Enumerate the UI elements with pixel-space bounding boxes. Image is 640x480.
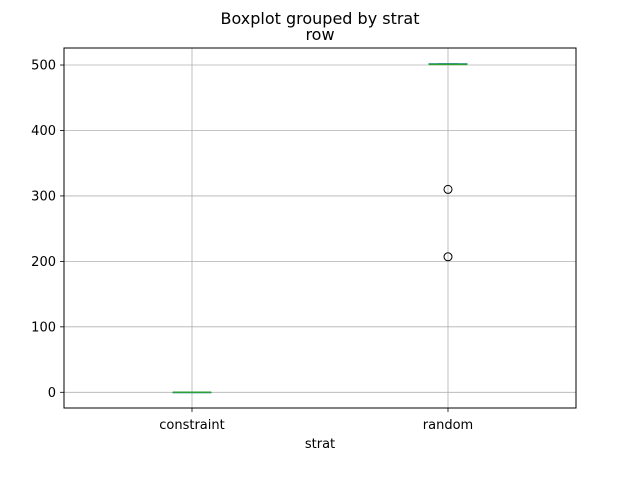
x-axis-label: strat <box>305 437 335 452</box>
y-tick-label: 100 <box>31 320 56 335</box>
chart-suptitle: Boxplot grouped by strat <box>220 9 419 28</box>
plot-area-frame <box>63 47 577 409</box>
y-tick-label: 500 <box>31 59 56 74</box>
x-tick-label: random <box>423 418 473 433</box>
grid-lines <box>64 48 576 408</box>
axis-ticks: 0 100 200 300 400 500 constraint random <box>31 59 473 433</box>
y-tick-label: 300 <box>31 189 56 204</box>
flier-point <box>443 252 453 262</box>
flier-point <box>443 184 453 194</box>
y-tick-label: 200 <box>31 255 56 270</box>
y-tick-label: 0 <box>48 386 56 401</box>
chart-title: row <box>305 25 334 44</box>
boxes <box>172 63 468 394</box>
y-tick-label: 400 <box>31 124 56 139</box>
x-tick-label: constraint <box>159 418 224 433</box>
